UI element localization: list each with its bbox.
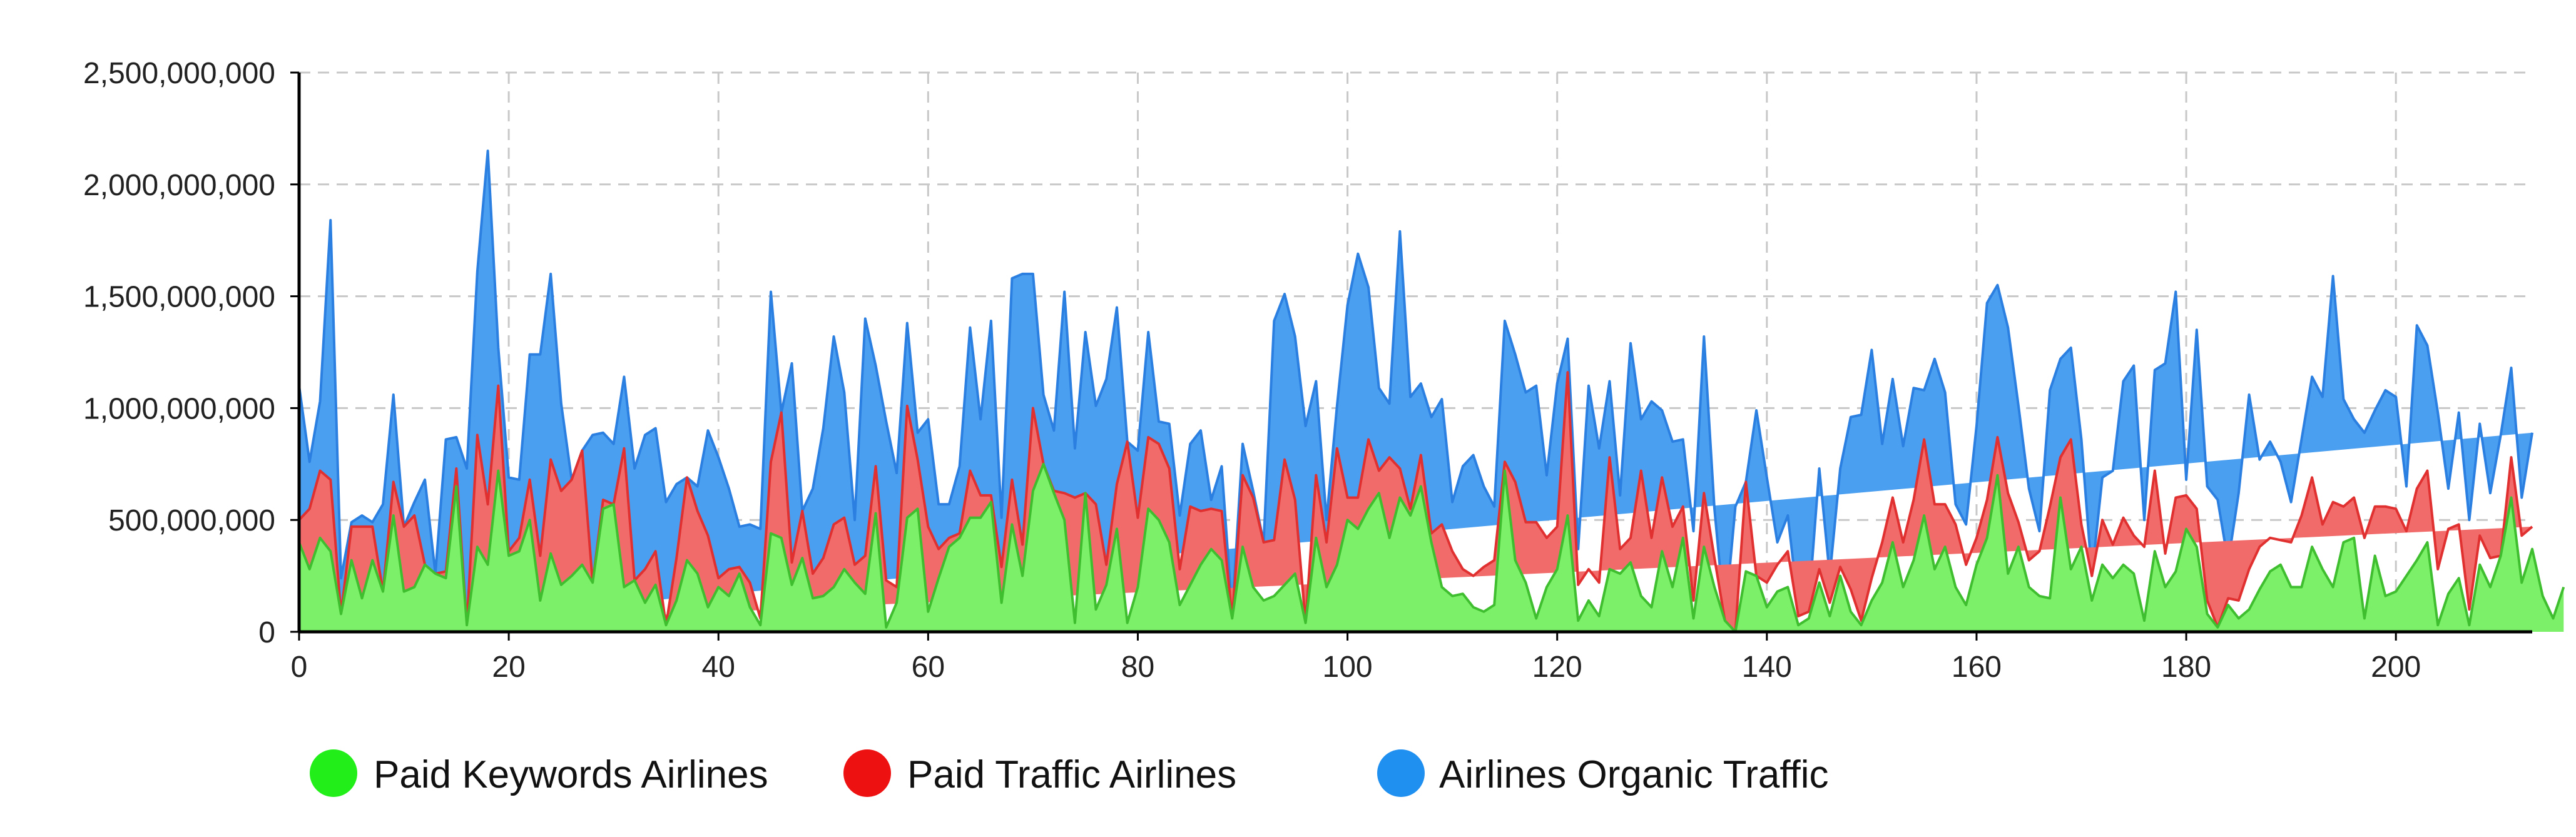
x-tick-label-7: 140 [1742,651,1792,684]
legend-label-organic-traffic: Airlines Organic Traffic [1439,753,1829,796]
x-tick-label-5: 100 [1323,651,1373,684]
legend-item-organic-traffic[interactable]: Airlines Organic Traffic [1377,749,1829,797]
line-paid-keywords-airlines [298,462,2565,633]
y-tick-label-0: 0 [258,616,275,649]
x-tick-label-4: 80 [1121,651,1154,684]
legend: Paid Keywords Airlines Paid Traffic Airl… [310,749,1829,797]
x-tick-label-10: 200 [2371,651,2421,684]
legend-swatch-paid-traffic [843,749,891,797]
x-tick-label-2: 40 [702,651,735,684]
y-tick-label-4: 2,000,000,000 [83,169,275,202]
legend-label-paid-keywords: Paid Keywords Airlines [374,753,768,796]
x-tick-label-9: 180 [2161,651,2211,684]
x-tick-label-3: 60 [912,651,945,684]
area-paid-keywords-airlines[interactable] [299,464,2564,632]
y-tick-label-2: 1,000,000,000 [83,392,275,425]
x-tick-label-8: 160 [1952,651,2002,684]
y-tick-label-5: 2,500,000,000 [83,57,275,90]
x-tick-label-6: 120 [1532,651,1582,684]
axes: 0 500,000,000 1,000,000,000 1,500,000,000 2,… [83,57,2532,684]
x-tick-label-1: 20 [492,651,525,684]
legend-item-paid-keywords[interactable]: Paid Keywords Airlines [310,749,768,797]
legend-label-paid-traffic: Paid Traffic Airlines [907,753,1236,796]
legend-swatch-organic-traffic [1377,749,1425,797]
legend-item-paid-traffic[interactable]: Paid Traffic Airlines [843,749,1236,797]
legend-swatch-paid-keywords [310,749,357,797]
y-tick-label-3: 1,500,000,000 [83,281,275,314]
area-series [298,150,2565,633]
line-airlines-organic-traffic [298,150,2533,622]
y-tick-label-1: 500,000,000 [108,504,275,537]
line-paid-traffic-airlines [298,371,2533,633]
x-tick-label-0: 0 [291,651,308,684]
